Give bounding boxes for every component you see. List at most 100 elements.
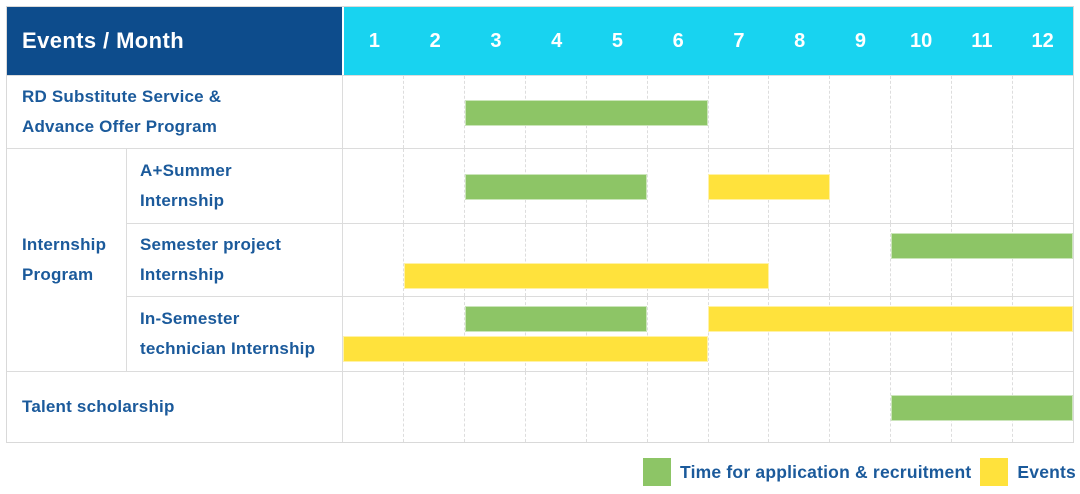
month-grid-cell [646,224,708,296]
month-label: 2 [429,29,441,52]
month-grid-cell [343,76,403,148]
row-label-line: Talent scholarship [22,397,175,416]
legend-swatch-events [980,458,1009,486]
bar-event [708,174,830,200]
month-grid-cell [951,149,1012,223]
bar-event [343,336,708,362]
month-grid-cell [463,76,525,148]
row-label-talent-scholarship: Talent scholarship [7,371,342,442]
month-grid-cell [343,372,403,442]
month-grid-cell [585,372,647,442]
month-grid-cell [707,224,769,296]
month-grid-cell [951,76,1012,148]
legend-swatch-recruitment [643,458,672,486]
row-label-line: Advance Offer Program [22,117,218,136]
month-grid-cell [646,149,708,223]
row-label-rd-substitute: RD Substitute Service & Advance Offer Pr… [7,75,342,148]
month-grid-cell [402,297,464,371]
month-grid-cell [829,224,890,296]
group-label-line: Internship [22,235,107,254]
row-label-line: In-Semester [140,309,240,328]
month-label: 6 [672,29,684,52]
month-grid-cell [707,76,769,148]
month-label: 11 [971,29,993,52]
month-grid-cell [463,224,525,296]
month-grid-cell [951,224,1012,296]
month-gridlines [343,297,1073,371]
events-schedule-table: Events / Month 1 2 3 4 5 6 7 8 9 10 11 12 RD Substi… [6,6,1074,443]
month-label: 1 [368,29,380,52]
month-grid-cell [829,297,890,371]
month-header-row: 1 2 3 4 5 6 7 8 9 10 11 12 [342,7,1073,75]
month-label: 7 [733,29,745,52]
chart-row-semester-project [342,223,1073,296]
month-label: 8 [794,29,806,52]
month-grid-cell [524,372,586,442]
row-label-line: RD Substitute Service & [22,87,222,106]
month-grid-cell [829,76,890,148]
bar-event [403,263,769,289]
month-grid-cell [343,149,403,223]
month-grid-cell [1012,224,1073,296]
month-grid-cell [890,297,951,371]
month-grid-cell [768,224,829,296]
month-label: 5 [611,29,623,52]
table-title-cell: Events / Month [7,7,342,75]
bar-recruitment [464,174,648,200]
bar-recruitment [464,100,708,126]
month-label: 10 [910,29,933,52]
chart-row-in-semester [342,296,1073,371]
bar-recruitment [890,395,1073,421]
row-label-line: A+Summer [140,161,232,180]
month-gridlines [343,224,1073,296]
month-grid-cell [829,372,890,442]
month-grid-cell [707,372,769,442]
month-gridlines [343,76,1073,148]
month-grid-cell [402,372,464,442]
row-label-semester-project: Semester project Internship [126,223,342,296]
row-label-line: Semester project [140,235,282,254]
month-grid-cell [890,76,951,148]
month-grid-cell [768,297,829,371]
chart-row-rd-substitute [342,75,1073,148]
month-grid-cell [402,224,464,296]
bar-recruitment [890,233,1073,259]
table-title: Events / Month [22,28,185,53]
month-grid-cell [768,76,829,148]
month-grid-cell [1012,149,1073,223]
month-grid-cell [463,297,525,371]
month-grid-cell [1012,76,1073,148]
month-grid-cell [402,76,464,148]
legend: Time for application & recruitment Event… [643,458,1076,486]
month-label: 3 [490,29,502,52]
month-grid-cell [951,297,1012,371]
bar-recruitment [464,306,648,332]
month-grid-cell [524,224,586,296]
month-label: 9 [854,29,866,52]
bar-event [708,306,1073,332]
month-grid-cell [1012,297,1073,371]
month-grid-cell [343,224,403,296]
month-label: 4 [551,29,563,52]
month-grid-cell [646,297,708,371]
row-label-a-summer: A+Summer Internship [126,148,342,223]
group-label-line: Program [22,265,94,284]
row-label-line: technician Internship [140,339,316,358]
month-label: 12 [1031,29,1054,52]
legend-label-recruitment: Time for application & recruitment [680,461,972,482]
month-grid-cell [524,297,586,371]
month-grid-cell [890,149,951,223]
month-grid-cell [402,149,464,223]
legend-label-events: Events [1017,461,1076,482]
month-grid-cell [463,372,525,442]
month-grid-cell [585,297,647,371]
month-grid-cell [707,297,769,371]
row-label-in-semester: In-Semester technician Internship [126,296,342,371]
month-grid-cell [463,149,525,223]
month-grid-cell [646,372,708,442]
chart-row-talent-scholarship [342,371,1073,442]
month-grid-cell [585,224,647,296]
row-label-line: Internship [140,265,225,284]
group-label-internship-program: Internship Program [7,148,126,371]
